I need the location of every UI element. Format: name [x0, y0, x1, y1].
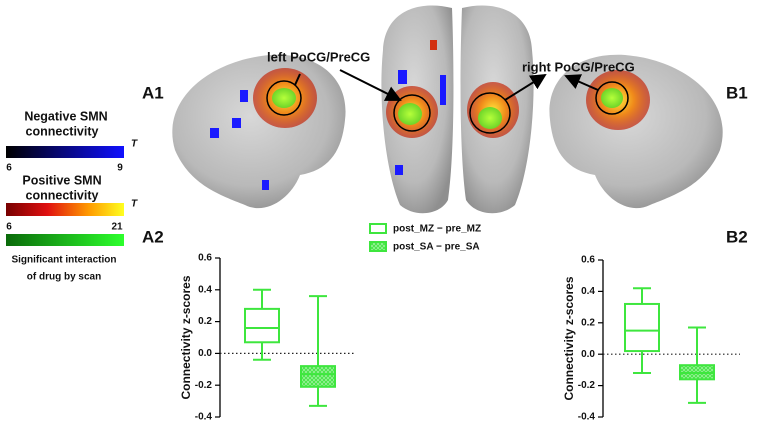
y-axis-label: Connectivity z-scores	[179, 275, 193, 399]
y-tick-label: 0.0	[198, 348, 212, 359]
legend-label: post_SA − pre_SA	[393, 242, 480, 253]
callout-right: right PoCG/PreCG	[522, 59, 635, 74]
y-tick-label: 0.4	[198, 284, 212, 295]
brain-right-lateral	[549, 54, 723, 209]
y-tick-label: 0.6	[581, 255, 595, 266]
panel-label: A2	[142, 227, 164, 246]
y-tick-label: 0.0	[581, 349, 595, 360]
y-tick-label: 0.4	[581, 286, 595, 297]
brain-left-lateral	[172, 54, 346, 209]
box	[624, 302, 660, 353]
panel-label: B1	[726, 83, 748, 102]
colorbar-title: connectivity	[26, 188, 99, 202]
panel-label: A1	[142, 83, 164, 102]
callout-left: left PoCG/PreCG	[267, 49, 370, 64]
callout-arrows	[294, 69, 599, 101]
y-tick-label: -0.4	[578, 412, 596, 423]
y-tick-label: 0.2	[198, 316, 212, 327]
colorbar-title: Negative SMN	[24, 109, 107, 123]
colorbar-unit: T	[131, 139, 138, 150]
y-axis-label: Connectivity z-scores	[562, 276, 576, 400]
colorbar-min: 6	[6, 222, 12, 233]
legend-label: post_MZ − pre_MZ	[393, 224, 481, 235]
y-tick-label: -0.2	[578, 380, 596, 391]
colorbar-max: 9	[117, 163, 123, 174]
y-tick-label: 0.2	[581, 317, 595, 328]
colorbar-title: connectivity	[26, 124, 99, 138]
box	[300, 365, 336, 388]
colorbar-min: 6	[6, 163, 12, 174]
box	[244, 307, 280, 344]
y-tick-label: 0.6	[198, 253, 212, 264]
y-tick-label: -0.4	[195, 412, 213, 423]
y-tick-label: -0.2	[195, 380, 213, 391]
panel-label: B2	[726, 227, 748, 246]
colorbar-unit: T	[131, 199, 138, 210]
colorbar	[6, 146, 124, 158]
legend-swatch	[369, 223, 387, 234]
colorbar-max: 21	[111, 222, 123, 233]
interaction-label: of drug by scan	[27, 272, 101, 283]
legend-swatch	[369, 241, 387, 252]
interaction-label: Significant interaction	[11, 255, 116, 266]
colorbar	[6, 234, 124, 246]
colorbar-title: Positive SMN	[22, 173, 101, 187]
colorbar	[6, 203, 124, 216]
brain-dorsal	[381, 5, 534, 214]
